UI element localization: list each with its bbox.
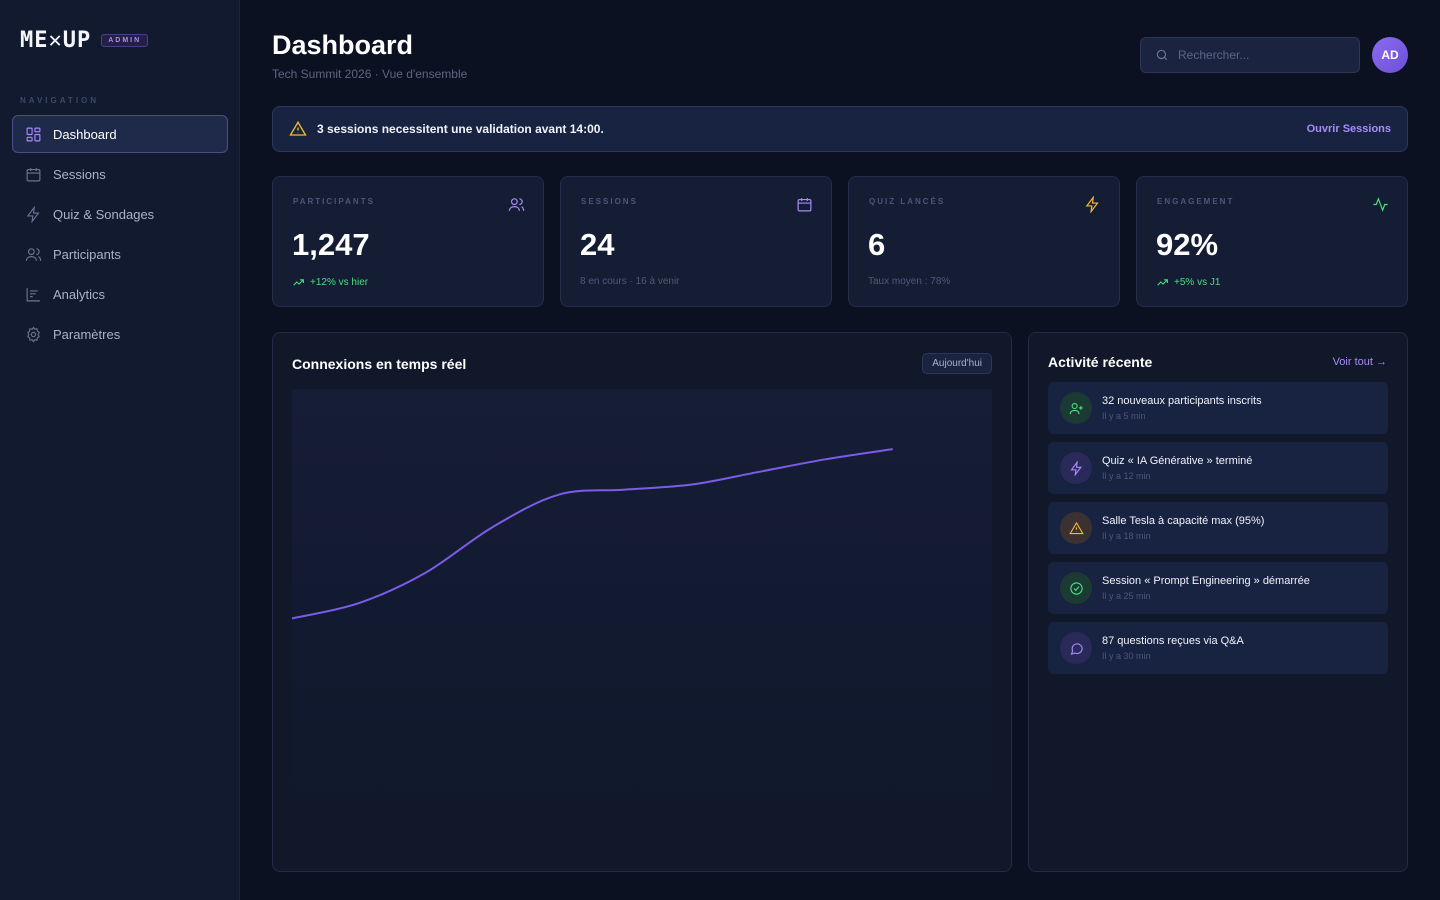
stat-card-engagement: ENGAGEMENT 92% +5% vs J1 (1136, 176, 1408, 307)
line-chart (292, 389, 992, 851)
stat-sub-text: 8 en cours · 16 à venir (580, 276, 680, 287)
stats-row: PARTICIPANTS 1,247 +12% vs hier SESSIONS… (272, 176, 1408, 308)
realtime-chart-card: Connexions en temps réel Aujourd'hui (272, 332, 1012, 872)
grid-icon (26, 127, 41, 141)
stat-trend: +12% vs hier (292, 276, 368, 289)
users-icon (508, 198, 525, 211)
sidebar-item-dashboard[interactable]: Dashboard (12, 115, 228, 153)
sidebar-item-label: Analytics (53, 286, 106, 302)
stat-card-quiz: QUIZ LANCÉS 6 Taux moyen : 78% (848, 176, 1120, 307)
calendar-icon (797, 198, 812, 212)
stat-label: ENGAGEMENT (1157, 197, 1235, 206)
activity-icon-badge (1060, 632, 1092, 664)
search-input[interactable] (1178, 48, 1348, 62)
stat-label: SESSIONS (581, 197, 638, 206)
list-item[interactable]: Salle Tesla à capacité max (95%) Il y a … (1048, 502, 1388, 554)
sidebar-item-label: Dashboard (53, 126, 117, 142)
activity-list: 32 nouveaux participants inscrits Il y a… (1048, 382, 1388, 682)
activity-title: Activité récente (1048, 354, 1153, 370)
list-item[interactable]: 32 nouveaux participants inscrits Il y a… (1048, 382, 1388, 434)
page-title: Dashboard (272, 30, 414, 60)
open-sessions-link[interactable]: Ouvrir Sessions (1306, 123, 1391, 135)
activity-time: Il y a 30 min (1102, 651, 1151, 661)
check-circle-icon (1069, 581, 1083, 595)
sidebar-item-label: Quiz & Sondages (53, 206, 155, 222)
activity-time: Il y a 5 min (1102, 411, 1146, 421)
chart-range-selector[interactable]: Aujourd'hui (922, 353, 992, 374)
list-item[interactable]: Quiz « IA Générative » terminé Il y a 12… (1048, 442, 1388, 494)
search-icon (1156, 49, 1168, 61)
stat-label: PARTICIPANTS (293, 197, 375, 206)
sidebar-item-participants[interactable]: Participants (12, 235, 228, 273)
chart-title: Connexions en temps réel (292, 356, 467, 372)
nav-section-label: NAVIGATION (20, 96, 100, 105)
activity-icon-badge (1060, 572, 1092, 604)
gear-icon (27, 325, 40, 343)
sidebar-item-sessions[interactable]: Sessions (12, 155, 228, 193)
stat-value: 1,247 (292, 227, 370, 262)
sidebar-item-parametres[interactable]: Paramètres (12, 315, 228, 353)
brand[interactable]: ME✕UP ADMIN (20, 28, 149, 53)
activity-icon-badge (1060, 452, 1092, 484)
sidebar-item-label: Participants (53, 246, 121, 262)
stat-card-sessions: SESSIONS 24 8 en cours · 16 à venir (560, 176, 832, 307)
activity-time: Il y a 18 min (1102, 531, 1151, 541)
activity-text: 87 questions reçues via Q&A (1102, 635, 1244, 647)
bar-chart-icon (26, 287, 40, 301)
activity-time: Il y a 12 min (1102, 471, 1151, 481)
sidebar-nav: Dashboard Sessions Quiz & Sondages Parti… (12, 115, 228, 355)
plot-area (292, 389, 992, 851)
warning-icon (1068, 521, 1084, 534)
logo: ME✕UP (20, 28, 92, 53)
list-item[interactable]: 87 questions reçues via Q&A Il y a 30 mi… (1048, 622, 1388, 674)
activity-text: Salle Tesla à capacité max (95%) (1102, 515, 1265, 527)
trend-up-icon (293, 279, 304, 286)
series-line (292, 448, 893, 620)
lightning-icon (26, 205, 40, 223)
search-box[interactable] (1140, 37, 1360, 73)
sidebar-item-analytics[interactable]: Analytics (12, 275, 228, 313)
list-item[interactable]: Session « Prompt Engineering » démarrée … (1048, 562, 1388, 614)
stat-value: 92% (1156, 227, 1219, 262)
users-icon (25, 247, 42, 261)
recent-activity-card: Activité récente Voir tout → 32 nouveaux… (1028, 332, 1408, 872)
admin-badge: ADMIN (101, 34, 149, 47)
alert-text: 3 sessions necessitent une validation av… (317, 122, 604, 136)
user-plus-icon (1069, 402, 1083, 414)
avatar[interactable]: AD (1372, 37, 1408, 73)
warning-icon (289, 120, 307, 136)
activity-icon-badge (1060, 512, 1092, 544)
see-all-link[interactable]: Voir tout → (1332, 356, 1387, 368)
activity-time: Il y a 25 min (1102, 591, 1151, 601)
stat-sub-text: +12% vs hier (310, 277, 369, 288)
sidebar-item-label: Sessions (53, 166, 106, 182)
sidebar-item-quiz[interactable]: Quiz & Sondages (12, 195, 228, 233)
trend-up-icon (1157, 279, 1168, 286)
lightning-icon (1069, 460, 1082, 476)
calendar-icon (26, 167, 41, 181)
activity-text: Quiz « IA Générative » terminé (1102, 455, 1253, 467)
stat-sub-text: +5% vs J1 (1174, 277, 1221, 288)
activity-icon-badge (1060, 392, 1092, 424)
sidebar: ME✕UP ADMIN NAVIGATION Dashboard Session… (0, 0, 240, 900)
stat-value: 6 (868, 227, 886, 262)
stat-card-participants: PARTICIPANTS 1,247 +12% vs hier (272, 176, 544, 307)
alert-banner: 3 sessions necessitent une validation av… (272, 106, 1408, 152)
sidebar-item-label: Paramètres (53, 326, 121, 342)
activity-text: 32 nouveaux participants inscrits (1102, 395, 1262, 407)
activity-icon (1373, 197, 1388, 212)
stat-trend: +5% vs J1 (1156, 276, 1220, 289)
activity-text: Session « Prompt Engineering » démarrée (1102, 575, 1310, 587)
stat-value: 24 (580, 227, 615, 262)
stat-label: QUIZ LANCÉS (869, 197, 946, 206)
chat-icon (1070, 642, 1083, 655)
lightning-icon (1085, 196, 1099, 213)
stat-sub-text: Taux moyen : 78% (868, 276, 951, 287)
page-subtitle: Tech Summit 2026 · Vue d'ensemble (272, 67, 468, 81)
